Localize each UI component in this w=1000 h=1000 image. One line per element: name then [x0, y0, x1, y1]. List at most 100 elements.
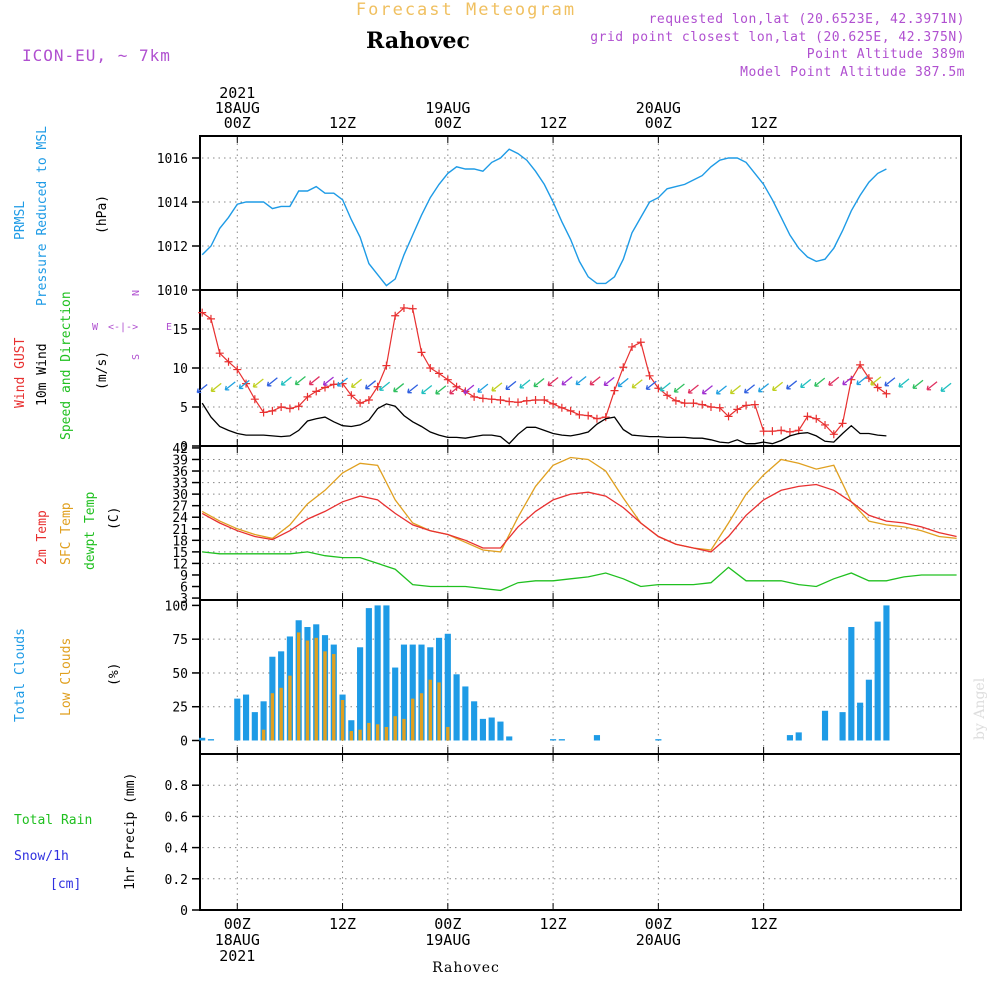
temp-tick-label: 15	[172, 546, 188, 561]
pressure-frame	[199, 135, 962, 291]
low-clouds-bar	[332, 654, 336, 741]
total-clouds-bar	[883, 605, 890, 741]
total-clouds-bar	[418, 644, 425, 741]
grid-lines	[202, 138, 959, 908]
wind-direction-arrow	[224, 381, 236, 391]
pressure-label-2: Pressure Reduced to MSL	[35, 126, 50, 306]
bottom-time-label: 20AUG	[636, 931, 681, 949]
gust-marker	[215, 349, 224, 358]
total-clouds-bar	[479, 718, 486, 741]
total-clouds-bar	[795, 732, 802, 741]
top-time-label: 19AUG	[425, 99, 470, 117]
gust-marker	[259, 408, 268, 417]
wind-direction-arrow	[252, 378, 264, 388]
wind-direction-arrow	[505, 380, 517, 391]
gust-marker	[540, 395, 549, 404]
station-title: Rahovec	[366, 28, 470, 54]
wind-direction-arrow	[393, 383, 405, 393]
gust-marker	[698, 400, 707, 409]
t2m-label: 2m Temp	[35, 510, 50, 565]
top-time-label: 12Z	[540, 114, 567, 132]
wind-direction-arrow	[561, 376, 573, 386]
wind-direction-arrow	[912, 379, 924, 389]
wind-direction-arrow	[407, 384, 419, 394]
wind-direction-arrow	[210, 382, 222, 392]
total-clouds-bar	[471, 701, 478, 741]
low-clouds-bar	[297, 632, 301, 741]
gust-marker	[435, 369, 444, 378]
rain-label: Total Rain	[14, 813, 92, 828]
wind-direction-arrow	[631, 379, 643, 389]
gust-marker	[777, 426, 786, 435]
gust-marker	[496, 395, 505, 404]
total-clouds-bar	[848, 627, 855, 741]
total-clouds-bar	[251, 712, 258, 741]
wind-direction-arrow	[308, 376, 320, 386]
compass-w: W	[92, 322, 99, 333]
pressure-labels: PRMSL Pressure Reduced to MSL (hPa)	[13, 126, 110, 306]
wind-direction-arrow	[336, 377, 348, 387]
temp-tick-label: 12	[172, 557, 188, 572]
top-time-label: 12Z	[329, 114, 356, 132]
wind-direction-arrow	[842, 376, 854, 386]
temp-tick-label: 42	[172, 442, 188, 457]
top-time-label: 00Z	[434, 114, 461, 132]
low-clouds-bar	[305, 640, 310, 741]
gust-marker	[715, 403, 724, 412]
clouds-tick-label: 100	[165, 599, 188, 614]
pressure-tick-label: 1016	[157, 152, 188, 167]
wind-direction-arrow	[828, 376, 840, 386]
pressure-line	[201, 148, 887, 287]
low-clouds-bar	[411, 698, 415, 741]
total-clouds-bar	[786, 735, 794, 741]
gust-marker	[821, 420, 830, 429]
sfc-temp-line	[201, 456, 957, 553]
total-clouds-label: Total Clouds	[13, 628, 28, 722]
wind-direction-arrow	[884, 377, 896, 387]
panel-frames	[199, 135, 962, 911]
gust-marker	[566, 406, 575, 415]
wind-direction-arrow	[449, 385, 461, 395]
precip-tick-label: 0.2	[165, 873, 188, 888]
precip-frame	[199, 753, 962, 911]
wind-direction-arrow	[757, 383, 770, 393]
wind-direction-arrow	[589, 376, 601, 386]
wind-direction-arrow	[800, 378, 812, 389]
gust-marker	[303, 392, 312, 401]
low-clouds-bar	[367, 722, 371, 741]
gust-marker	[470, 392, 479, 401]
gust-marker	[864, 374, 873, 383]
total-clouds-bar	[506, 736, 513, 741]
low-clouds-bar	[314, 637, 318, 741]
wind-direction-arrow	[603, 376, 615, 387]
gust-marker	[759, 427, 768, 436]
precip-tick-label: 0.8	[165, 779, 188, 794]
wind-direction-arrow	[687, 384, 699, 394]
wind-direction-arrow	[673, 383, 685, 393]
gust-marker	[636, 338, 645, 347]
gust-marker	[285, 404, 294, 413]
total-clouds-bar	[550, 739, 557, 741]
gust-marker	[829, 430, 838, 439]
wind-tick-label: 0	[180, 440, 188, 455]
wind-direction-arrow	[519, 379, 531, 389]
gust-marker	[198, 308, 207, 317]
model-altitude: Model Point Altitude 387.5m	[740, 65, 965, 80]
wind-dir-label: Speed and Direction	[59, 291, 74, 440]
gust-marker	[742, 401, 751, 410]
gust-marker	[399, 303, 408, 312]
low-clouds-bar	[428, 679, 432, 741]
low-clouds-bar	[349, 731, 354, 741]
gust-marker	[812, 414, 821, 423]
wind-direction-arrow	[533, 378, 545, 388]
wind-direction-arrow	[772, 381, 784, 391]
compass-icon: N S W E <-|->	[92, 290, 172, 360]
wind-direction-arrow	[814, 377, 826, 387]
dewpt-line	[202, 551, 957, 592]
credit-watermark: by Angel	[972, 677, 988, 740]
top-time-label: 2021	[219, 84, 255, 102]
wind-direction-arrow	[435, 385, 447, 395]
gust-marker	[610, 386, 619, 395]
pressure-tick-label: 1014	[157, 196, 188, 211]
footer-station: Rahovec	[432, 960, 500, 976]
